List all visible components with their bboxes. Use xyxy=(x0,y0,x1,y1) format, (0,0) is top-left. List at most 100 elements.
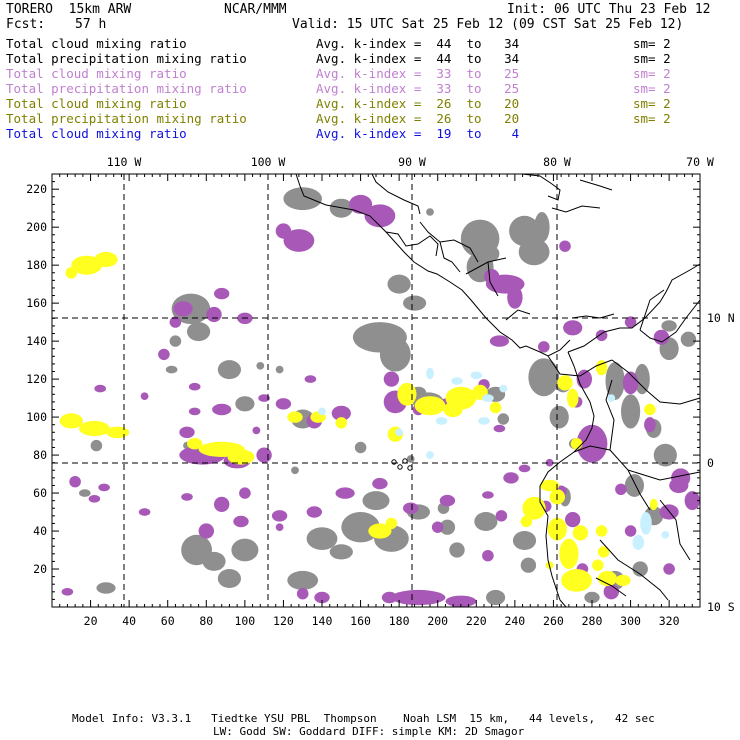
purple-cloud-area xyxy=(169,316,182,328)
gray-cloud-area xyxy=(231,538,259,562)
coastline xyxy=(571,313,615,319)
legend-field: Total cloud mixing ratio xyxy=(6,36,187,51)
purple-cloud-area xyxy=(671,468,691,488)
purple-cloud-area xyxy=(493,424,506,433)
latitude-label: 10 N xyxy=(707,311,735,325)
gray-cloud-area xyxy=(291,466,299,475)
yellow-cloud-area xyxy=(566,388,579,408)
yellow-cloud-area xyxy=(559,538,579,569)
purple-cloud-area xyxy=(576,424,608,463)
organization-label: NCAR/MMM xyxy=(224,2,287,17)
gray-cloud-area xyxy=(518,238,550,266)
purple-cloud-area xyxy=(565,511,581,528)
purple-cloud-area xyxy=(431,521,444,533)
x-tick-label: 200 xyxy=(427,614,448,628)
purple-cloud-area xyxy=(233,515,249,528)
purple-cloud-area xyxy=(331,405,351,421)
purple-cloud-area xyxy=(381,591,398,604)
purple-cloud-area xyxy=(663,563,675,575)
legend-field: Total precipitation mixing ratio xyxy=(6,81,247,96)
purple-cloud-area xyxy=(349,194,373,214)
x-tick-label: 160 xyxy=(350,614,371,628)
yellow-cloud-area xyxy=(335,417,348,429)
longitude-label: 110 W xyxy=(107,155,142,169)
gray-cloud-area xyxy=(79,489,91,497)
gray-cloud-area xyxy=(512,531,537,550)
purple-cloud-area xyxy=(258,394,270,402)
legend-smoothing: sm= 2 xyxy=(633,51,671,66)
purple-cloud-area xyxy=(239,487,251,499)
legend-smoothing: sm= 2 xyxy=(633,96,671,111)
x-tick-label: 180 xyxy=(389,614,410,628)
coastline xyxy=(295,173,571,357)
gray-cloud-area xyxy=(449,542,465,558)
yellow-cloud-area xyxy=(71,255,103,275)
x-tick-label: 260 xyxy=(543,614,564,628)
purple-cloud-area xyxy=(138,508,151,516)
gray-cloud-area xyxy=(634,363,650,395)
coastline xyxy=(419,221,461,273)
purple-cloud-area xyxy=(275,398,292,410)
purple-cloud-area xyxy=(275,223,292,239)
purple-cloud-area xyxy=(484,269,500,285)
purple-cloud-area xyxy=(507,286,523,309)
gray-cloud-area xyxy=(484,246,500,262)
yellow-cloud-area xyxy=(489,401,502,414)
lightblue-cloud-area xyxy=(499,384,508,393)
legend-kindex: Avg. k-index = 19 to 4 xyxy=(316,126,520,141)
yellow-cloud-area xyxy=(397,382,417,406)
x-tick-label: 220 xyxy=(466,614,487,628)
purple-cloud-area xyxy=(198,523,214,539)
purple-cloud-area xyxy=(383,371,400,387)
legend-field: Total cloud mixing ratio xyxy=(6,126,187,141)
y-tick-label: 180 xyxy=(26,258,47,272)
purple-cloud-area xyxy=(372,477,388,490)
lightblue-cloud-area xyxy=(482,394,494,402)
purple-cloud-area xyxy=(271,510,288,522)
purple-cloud-area xyxy=(335,487,355,499)
purple-cloud-area-group xyxy=(61,194,700,607)
purple-cloud-area xyxy=(482,550,494,562)
purple-cloud-area xyxy=(181,493,193,501)
purple-cloud-area xyxy=(603,584,619,600)
country-border xyxy=(505,309,531,321)
yellow-cloud-area xyxy=(595,360,608,376)
lightblue-cloud-area xyxy=(607,394,616,402)
purple-cloud-area xyxy=(495,510,508,522)
country-border xyxy=(611,359,701,405)
purple-cloud-area xyxy=(518,464,531,473)
valid-time: Valid: 15 UTC Sat 25 Feb 12 (09 CST Sat … xyxy=(292,17,684,32)
gray-cloud-area xyxy=(509,215,540,247)
purple-cloud-area xyxy=(684,491,700,511)
legend-kindex: Avg. k-index = 26 to 20 xyxy=(316,96,520,111)
purple-cloud-area xyxy=(158,348,170,361)
purple-cloud-area xyxy=(275,523,284,531)
gray-cloud-area xyxy=(661,320,677,332)
purple-cloud-area xyxy=(403,502,419,514)
purple-cloud-area xyxy=(256,447,272,463)
purple-cloud-area xyxy=(576,369,592,389)
yellow-cloud-area xyxy=(572,525,589,541)
purple-cloud-area xyxy=(206,306,222,323)
purple-cloud-area xyxy=(61,588,74,596)
gray-cloud-area xyxy=(364,329,388,345)
y-tick-label: 160 xyxy=(26,296,47,310)
purple-cloud-area xyxy=(653,329,670,345)
yellow-cloud-area xyxy=(94,251,118,268)
yellow-cloud-area xyxy=(597,546,610,558)
y-tick-label: 20 xyxy=(33,562,47,576)
init-time: Init: 06 UTC Thu 23 Feb 12 xyxy=(507,2,711,17)
gray-cloud-area xyxy=(474,512,498,531)
lightblue-cloud-area xyxy=(640,512,652,535)
purple-cloud-area xyxy=(212,403,232,416)
y-tick-label: 80 xyxy=(33,448,47,462)
x-tick-label: 20 xyxy=(84,614,98,628)
purple-cloud-area xyxy=(624,525,637,537)
x-tick-label: 280 xyxy=(582,614,603,628)
gray-cloud-area xyxy=(217,569,241,588)
yellow-cloud-area xyxy=(79,420,110,437)
gray-cloud-area xyxy=(235,396,255,412)
purple-cloud-area xyxy=(94,384,106,393)
gray-cloud-area xyxy=(169,335,182,347)
latitude-label: 10 S xyxy=(707,600,735,614)
